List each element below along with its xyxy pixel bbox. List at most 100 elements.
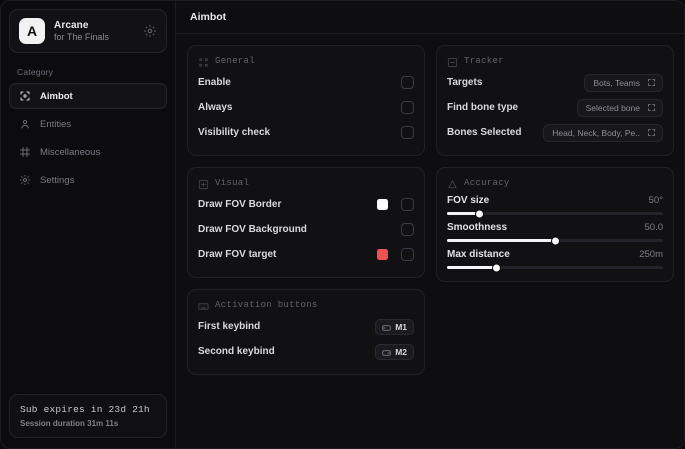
- card-title: Accuracy: [464, 177, 510, 188]
- dropdown-find-bone-type[interactable]: Selected bone: [576, 98, 663, 117]
- row-bones-selected: Bones Selected Head, Neck, Body, Pe..: [447, 120, 663, 145]
- slider-knob-max-distance[interactable]: [493, 264, 501, 271]
- slider-track-fov-size[interactable]: [447, 210, 663, 217]
- checkbox-always[interactable]: [401, 101, 414, 114]
- triangle-icon: [447, 177, 458, 189]
- row-label: Draw FOV Background: [198, 224, 307, 235]
- row-draw-fov-background: Draw FOV Background: [198, 217, 414, 242]
- slider-track-smoothness[interactable]: [447, 237, 663, 244]
- sidebar-item-entities[interactable]: Entities: [9, 111, 167, 137]
- slider-value: 50.0: [644, 222, 664, 233]
- slider-value: 250m: [639, 249, 663, 260]
- dropdown-value: Head, Neck, Body, Pe..: [552, 127, 640, 138]
- row-label: Enable: [198, 77, 231, 88]
- slider-header-smoothness: Smoothness 50.0: [447, 222, 663, 233]
- topbar: Aimbot: [176, 1, 684, 34]
- main-area: Aimbot General Enable: [176, 1, 684, 448]
- card-visual: Visual Draw FOV Border Draw FOV Backgrou…: [187, 167, 425, 278]
- expand-icon: [647, 78, 656, 87]
- sidebar-item-miscellaneous[interactable]: Miscellaneous: [9, 139, 167, 165]
- card-title: General: [215, 55, 255, 66]
- row-label: Draw FOV target: [198, 249, 277, 260]
- row-enable: Enable: [198, 70, 414, 95]
- sidebar-item-label: Settings: [40, 174, 75, 186]
- dropdown-value: Selected bone: [585, 102, 640, 113]
- checkbox-draw-fov-background[interactable]: [401, 223, 414, 236]
- slider-fill: [447, 212, 480, 215]
- slider-label: Smoothness: [447, 222, 508, 233]
- row-always: Always: [198, 95, 414, 120]
- sidebar-item-aimbot[interactable]: Aimbot: [9, 83, 167, 109]
- checkbox-draw-fov-target[interactable]: [401, 248, 414, 261]
- slider-header-max-distance: Max distance 250m: [447, 249, 663, 260]
- keybind-label: M1: [395, 321, 407, 332]
- row-label: Visibility check: [198, 127, 271, 138]
- mouse-icon: [382, 323, 391, 331]
- column-right: Tracker Targets Bots, Teams: [436, 45, 674, 282]
- checkbox-visibility-check[interactable]: [401, 126, 414, 139]
- card-activation-header: Activation buttons: [198, 299, 414, 310]
- row-visibility-check: Visibility check: [198, 120, 414, 145]
- brand-card[interactable]: A Arcane for The Finals: [9, 9, 167, 53]
- row-find-bone-type: Find bone type Selected bone: [447, 95, 663, 120]
- row-label: First keybind: [198, 321, 261, 332]
- row-draw-fov-border: Draw FOV Border: [198, 192, 414, 217]
- brand-text: Arcane for The Finals: [54, 20, 134, 43]
- checkbox-enable[interactable]: [401, 76, 414, 89]
- gear-icon: [19, 174, 31, 186]
- sidebar-item-settings[interactable]: Settings: [9, 167, 167, 193]
- grid-icon: [198, 55, 209, 67]
- card-general-header: General: [198, 55, 414, 67]
- sidebar-nav: Aimbot Entities Miscellane: [9, 83, 167, 193]
- card-tracker: Tracker Targets Bots, Teams: [436, 45, 674, 156]
- card-activation-buttons: Activation buttons First keybind: [187, 289, 425, 375]
- slider-label: FOV size: [447, 195, 490, 206]
- sidebar: A Arcane for The Finals Category: [1, 1, 176, 448]
- keybind-button-first[interactable]: M1: [375, 318, 414, 335]
- card-title: Tracker: [464, 55, 504, 66]
- expand-icon: [647, 103, 656, 112]
- slider-track-max-distance[interactable]: [447, 264, 663, 271]
- brand-name: Arcane: [54, 19, 89, 31]
- row-label: Bones Selected: [447, 127, 522, 138]
- row-first-keybind: First keybind M1: [198, 314, 414, 339]
- row-label: Find bone type: [447, 102, 519, 113]
- slider-label: Max distance: [447, 249, 510, 260]
- row-label: Always: [198, 102, 233, 113]
- sub-expiry-text: Sub expires in 23d 21h: [20, 404, 150, 415]
- sidebar-spacer: [9, 193, 167, 394]
- mouse-icon: [382, 348, 391, 356]
- card-visual-header: Visual: [198, 177, 414, 190]
- column-left: General Enable Always Visibility check: [187, 45, 425, 375]
- checkbox-draw-fov-border[interactable]: [401, 198, 414, 211]
- page-title: Aimbot: [190, 11, 227, 23]
- card-accuracy: Accuracy FOV size 50° Smoothness 50.0: [436, 167, 674, 282]
- plus-square-icon: [198, 177, 209, 190]
- row-targets: Targets Bots, Teams: [447, 70, 663, 95]
- row-second-keybind: Second keybind M2: [198, 339, 414, 364]
- row-label: Second keybind: [198, 346, 275, 357]
- dropdown-targets[interactable]: Bots, Teams: [584, 73, 663, 92]
- color-swatch-fov-target[interactable]: [377, 249, 388, 260]
- keybind-button-second[interactable]: M2: [375, 343, 414, 360]
- dropdown-bones-selected[interactable]: Head, Neck, Body, Pe..: [543, 123, 663, 142]
- color-swatch-fov-border[interactable]: [377, 199, 388, 210]
- subscription-status-card: Sub expires in 23d 21h Session duration …: [9, 394, 167, 438]
- sidebar-item-label: Entities: [40, 118, 72, 130]
- content-columns: General Enable Always Visibility check: [176, 34, 684, 448]
- row-draw-fov-target: Draw FOV target: [198, 242, 414, 267]
- slider-fill: [447, 239, 555, 242]
- dropdown-value: Bots, Teams: [593, 77, 640, 88]
- row-label: Draw FOV Border: [198, 199, 282, 210]
- slider-knob-fov-size[interactable]: [475, 210, 483, 217]
- keyboard-icon: [198, 299, 209, 310]
- slider-fill: [447, 266, 497, 269]
- card-title: Visual: [215, 177, 250, 188]
- brand-logo: A: [19, 18, 45, 44]
- row-label: Targets: [447, 77, 483, 88]
- slider-value: 50°: [648, 195, 663, 206]
- gear-icon[interactable]: [143, 24, 157, 38]
- brand-subtitle: for The Finals: [54, 32, 109, 43]
- slider-knob-smoothness[interactable]: [551, 237, 559, 244]
